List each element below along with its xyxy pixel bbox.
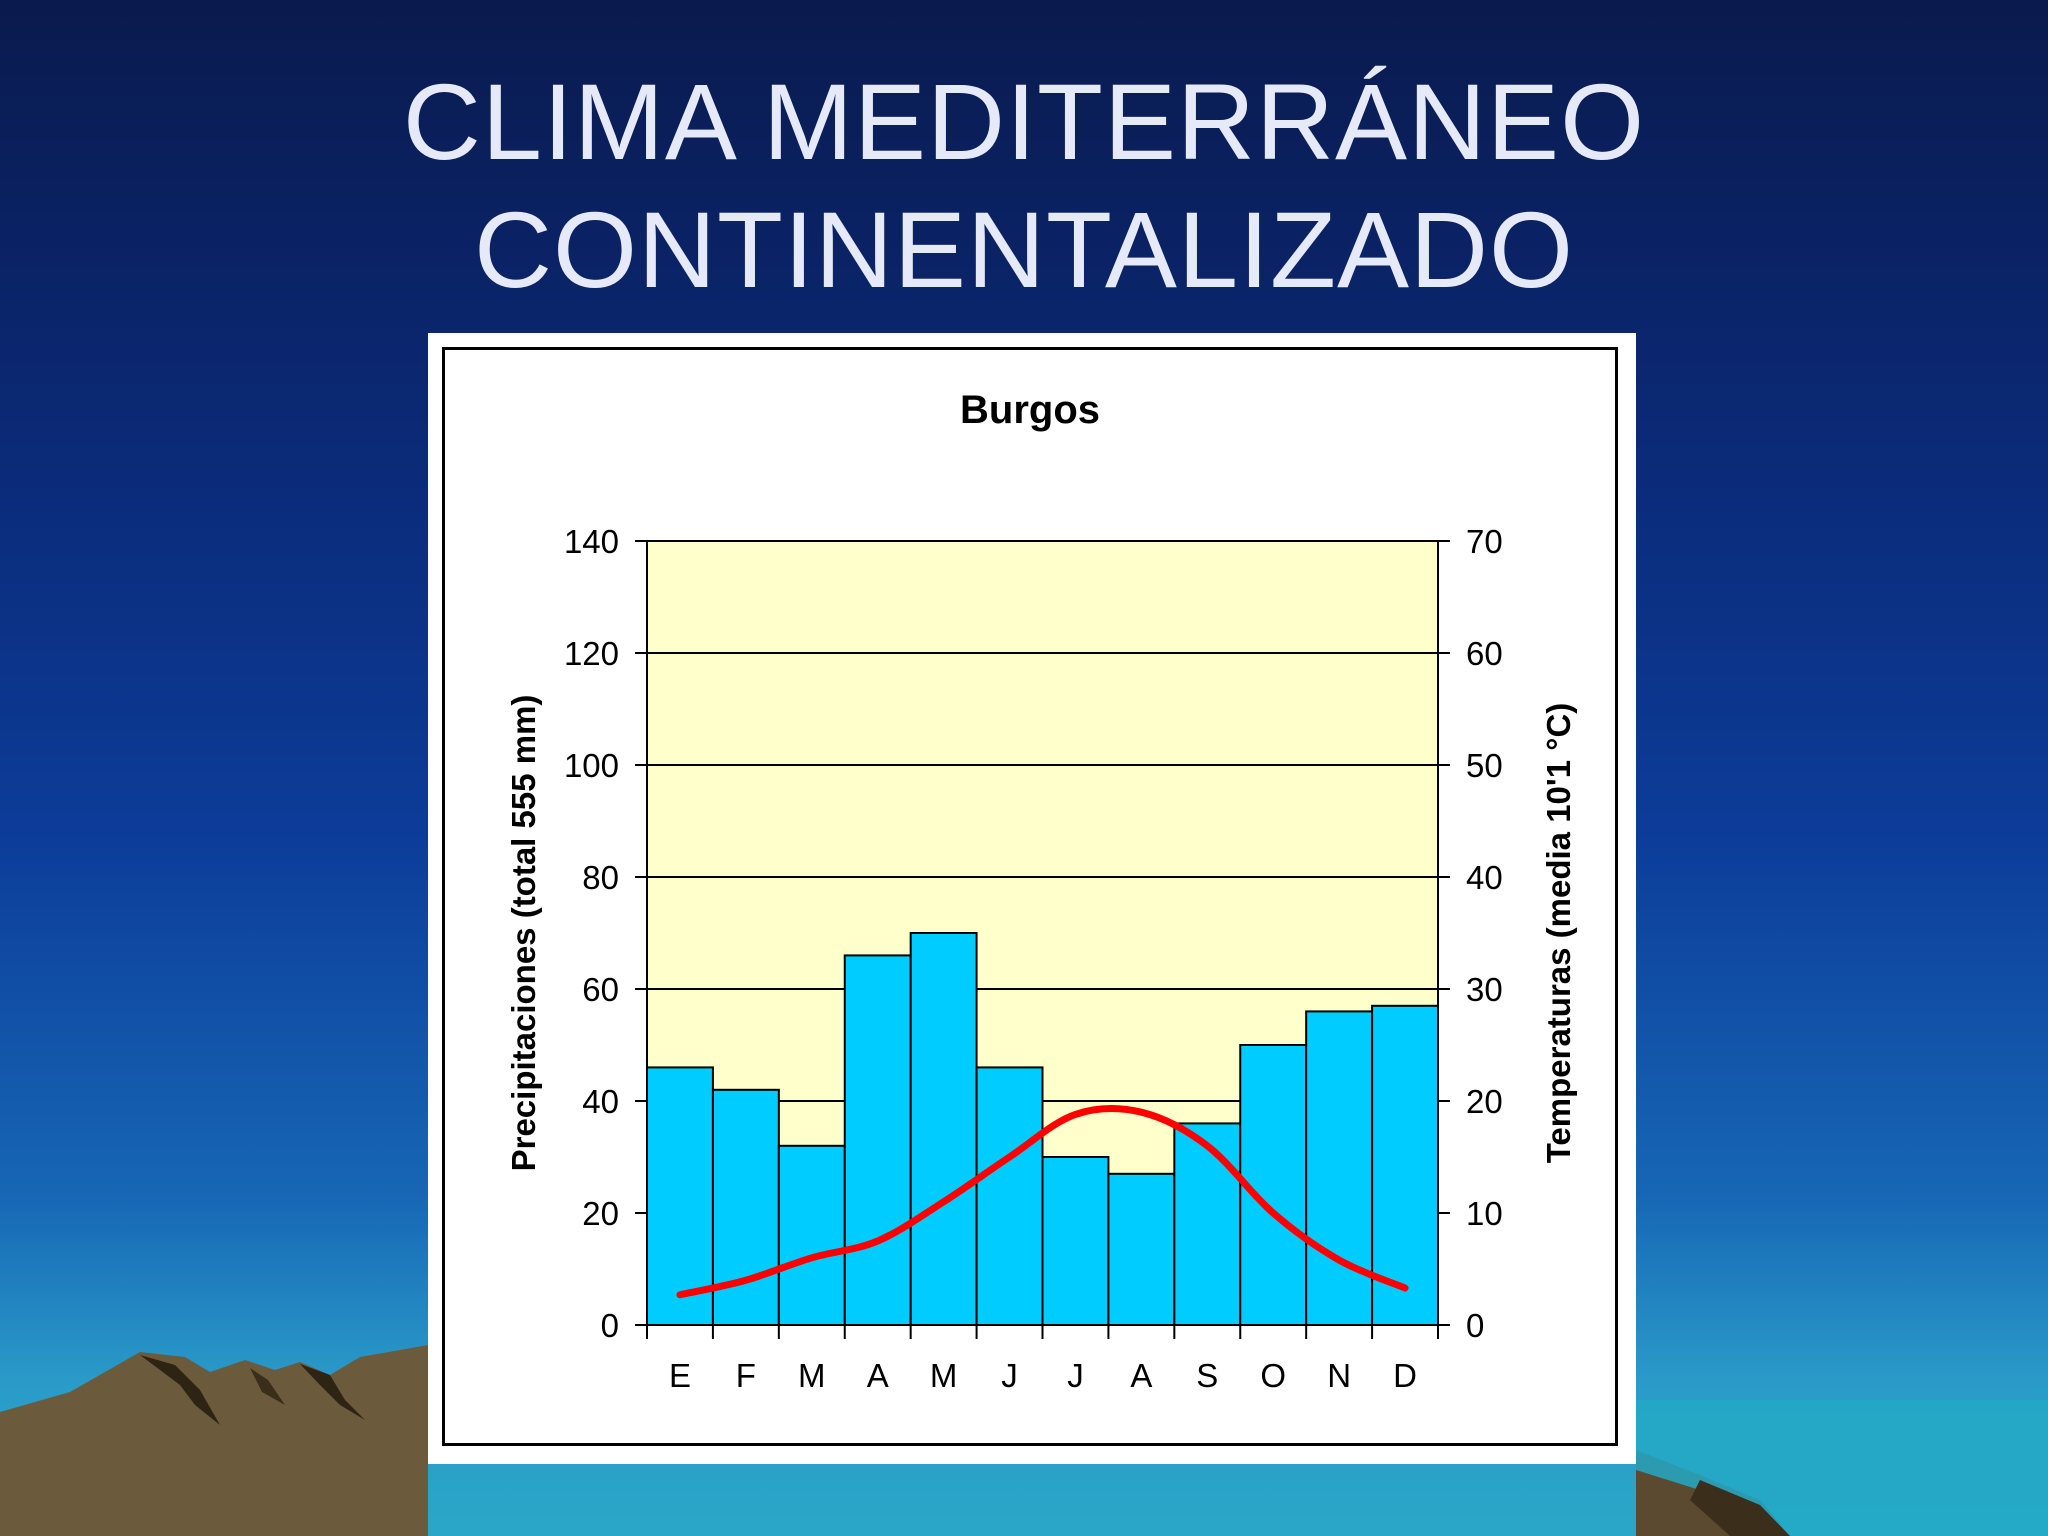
- climate-chart-panel: Burgos 0 20 40 60 80 100 120 140 0 10 20 30 40 50 60 70…: [428, 333, 1636, 1464]
- y-tick-label-right: 60: [1466, 635, 1503, 672]
- y-tick-label-right: 30: [1466, 971, 1503, 1008]
- x-tick-label: M: [930, 1357, 958, 1394]
- x-tick-label: J: [1067, 1357, 1084, 1394]
- y-tick-label-right: 50: [1466, 747, 1503, 784]
- y-tick-label-left: 0: [601, 1307, 619, 1344]
- precipitation-bar: [1371, 1004, 1439, 1326]
- x-tick-label: E: [669, 1357, 691, 1394]
- y-tick-label-right: 40: [1466, 859, 1503, 896]
- y-axis-right-label: Temperaturas (media 10'1 °C): [1540, 703, 1577, 1164]
- y-tick-label-right: 70: [1466, 523, 1503, 560]
- y-tick-label-left: 60: [582, 971, 619, 1008]
- y-tick-label-left: 120: [564, 635, 619, 672]
- slide-title-line-2: CONTINENTALIZADO: [473, 189, 1575, 310]
- slide-title: CLIMA MEDITERRÁNEO CONTINENTALIZADO: [0, 58, 2048, 314]
- x-tick-label: M: [798, 1357, 826, 1394]
- chart-frame: [442, 347, 1618, 1446]
- x-tick-label: S: [1196, 1357, 1218, 1394]
- precipitation-bar: [909, 932, 978, 1326]
- y-tick-label-left: 40: [582, 1083, 619, 1120]
- temperature-line: [676, 1105, 1409, 1299]
- y-tick-label-left: 80: [582, 859, 619, 896]
- y-tick-label-right: 20: [1466, 1083, 1503, 1120]
- precipitation-bar: [975, 1066, 1044, 1327]
- precipitation-bar: [843, 954, 912, 1327]
- x-tick-label: F: [736, 1357, 756, 1394]
- x-tick-label: J: [1001, 1357, 1018, 1394]
- y-tick-label-left: 140: [564, 523, 619, 560]
- x-tick-label: N: [1327, 1357, 1351, 1394]
- x-tick-label: D: [1393, 1357, 1417, 1394]
- x-tick-label: A: [867, 1357, 889, 1394]
- x-tick-label: A: [1130, 1357, 1152, 1394]
- y-tick-label-right: 0: [1466, 1307, 1484, 1344]
- precipitation-bar: [1173, 1122, 1242, 1327]
- precipitation-bar: [1107, 1172, 1176, 1326]
- precipitation-bar: [711, 1088, 780, 1326]
- y-tick-label-right: 10: [1466, 1195, 1503, 1232]
- y-axis-left-label: Precipitaciones (total 555 mm): [505, 695, 542, 1172]
- climograph: Burgos 0 20 40 60 80 100 120 140 0 10 20 30 40 50 60 70…: [505, 388, 1577, 1394]
- precipitation-bar: [777, 1144, 846, 1326]
- y-tick-label-left: 100: [564, 747, 619, 784]
- chart-title: Burgos: [960, 388, 1100, 432]
- precipitation-bar: [1041, 1156, 1110, 1326]
- slide-title-line-1: CLIMA MEDITERRÁNEO: [402, 61, 1646, 182]
- y-tick-label-left: 20: [582, 1195, 619, 1232]
- precipitation-bar: [1305, 1010, 1374, 1327]
- precipitation-bar: [646, 1066, 714, 1327]
- plot-area: 0 20 40 60 80 100 120 140 0 10 20 30 40 50 60 70 E F M A M J J…: [564, 523, 1503, 1394]
- x-tick-label: O: [1260, 1357, 1286, 1394]
